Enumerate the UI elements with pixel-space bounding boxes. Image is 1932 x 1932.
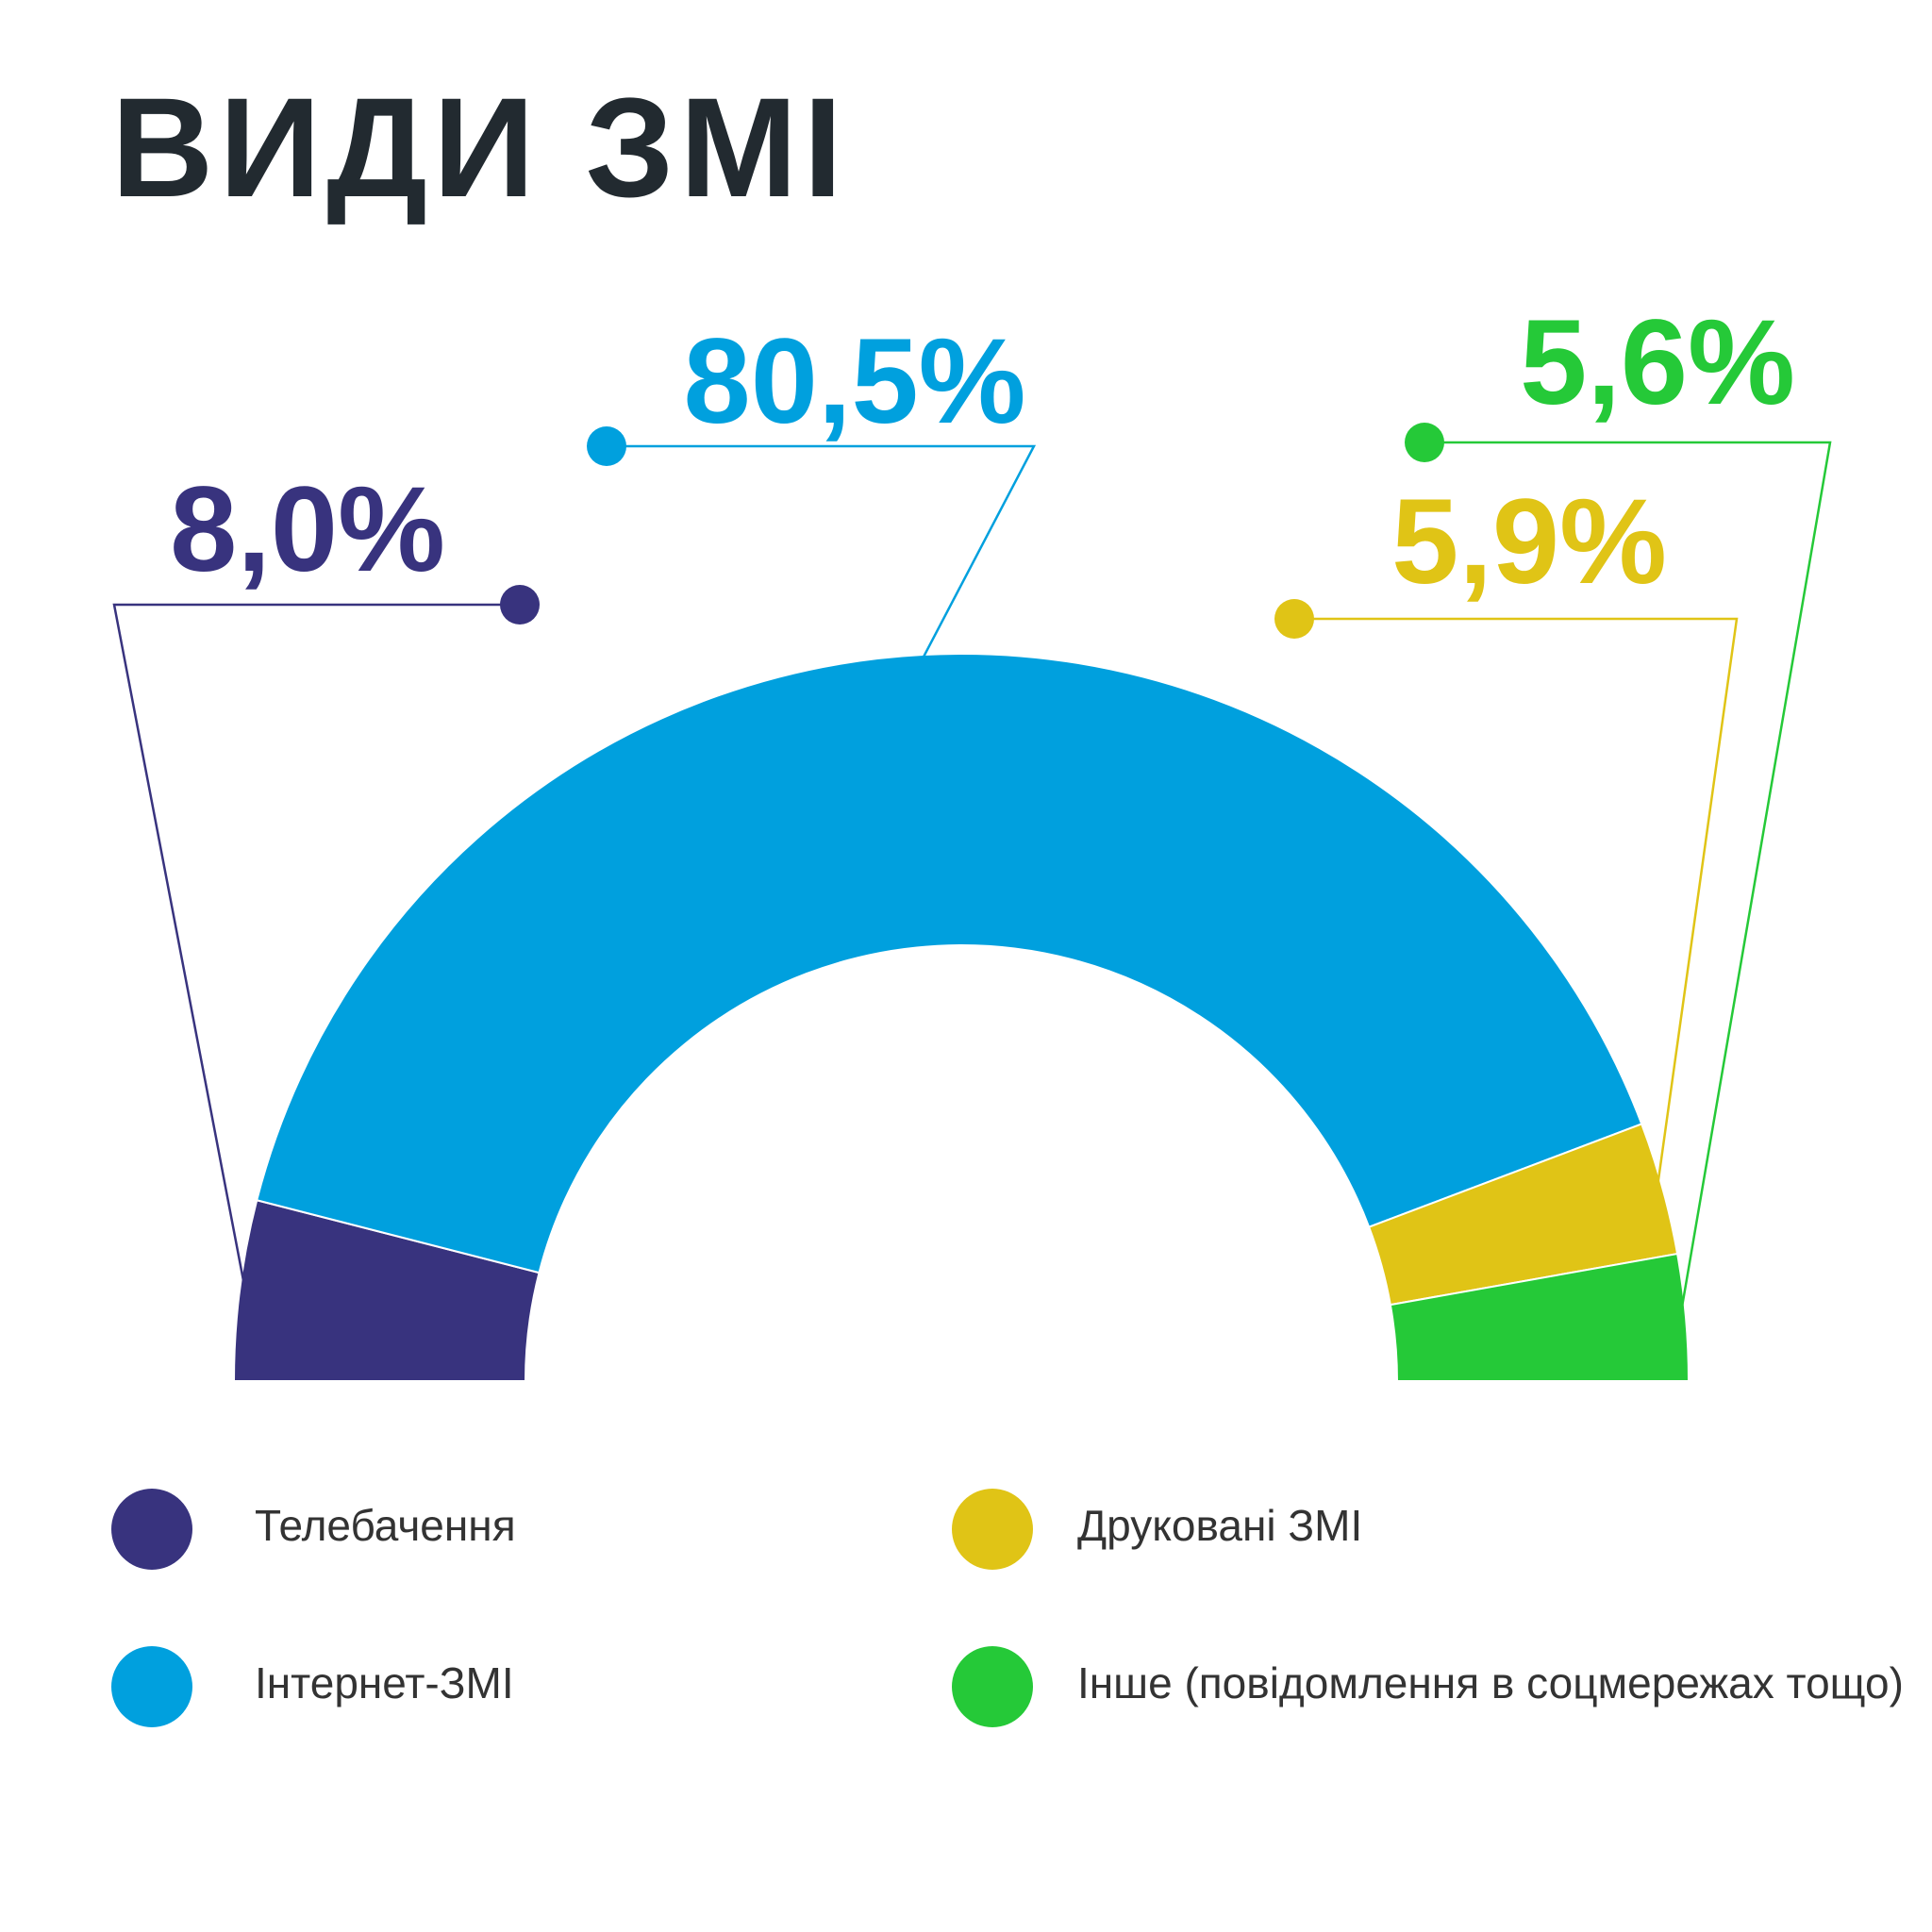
- leader-line: [1294, 617, 1739, 1191]
- value-label: 80,5%: [684, 314, 1026, 449]
- leader-dot: [1274, 599, 1314, 639]
- donut-segment: [1389, 1252, 1690, 1382]
- legend-label: Інтернет-ЗМІ: [255, 1658, 514, 1707]
- legend-marker: [111, 1489, 192, 1570]
- legend-label: Інше (повідомлення в соцмережах тощо): [1077, 1658, 1904, 1707]
- leader-line: [112, 603, 520, 1291]
- value-label: 5,6%: [1520, 295, 1795, 430]
- leader-dot: [1405, 423, 1444, 462]
- legend-marker: [952, 1489, 1033, 1570]
- legend-label: Друковані ЗМІ: [1077, 1501, 1362, 1550]
- donut-segment: [256, 653, 1643, 1274]
- value-label: 8,0%: [170, 462, 445, 597]
- legend-label: Телебачення: [255, 1501, 516, 1550]
- leader-dot: [587, 426, 626, 466]
- leader-line: [607, 444, 1037, 661]
- chart-title: ВИДИ ЗМІ: [111, 68, 848, 226]
- legend-marker: [952, 1646, 1033, 1727]
- value-label: 5,9%: [1391, 475, 1667, 609]
- legend-marker: [111, 1646, 192, 1727]
- leader-line: [1424, 441, 1832, 1319]
- leader-dot: [500, 585, 540, 625]
